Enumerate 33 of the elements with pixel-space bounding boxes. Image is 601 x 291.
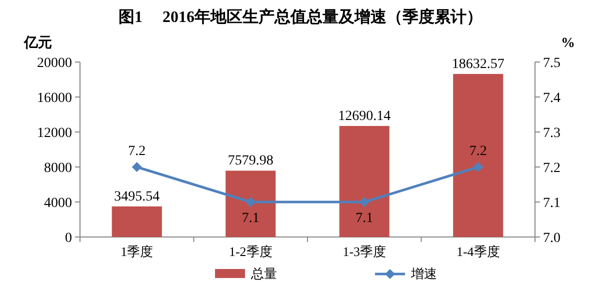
y-tick-label: 20000 [37, 56, 72, 71]
data-label: 7.2 [469, 144, 487, 159]
x-tick-label: 1-3季度 [342, 244, 386, 259]
legend-label: 增速 [410, 266, 437, 281]
data-label: 18632.57 [452, 56, 504, 72]
bar [339, 126, 390, 237]
y2-tick-label: 7.2 [543, 161, 560, 176]
bar [112, 206, 162, 237]
y2-tick-label: 7.0 [543, 231, 560, 246]
y-tick-label: 16000 [37, 91, 72, 106]
chart-title: 图1 2016年地区生产总值总量及增速（季度累计） [118, 7, 482, 26]
x-tick-label: 1-4季度 [456, 244, 500, 259]
bar [226, 170, 276, 237]
data-label: 3495.54 [114, 189, 160, 204]
data-label: 7.2 [128, 144, 146, 159]
y-tick-label: 8000 [44, 161, 72, 176]
y2-tick-label: 7.1 [543, 196, 560, 211]
x-tick-label: 1季度 [120, 244, 154, 259]
y2-tick-label: 7.4 [543, 91, 560, 106]
bar [453, 74, 504, 237]
y-tick-label: 12000 [37, 126, 72, 141]
data-label: 7.1 [356, 211, 374, 226]
data-label: 12690.14 [338, 108, 391, 124]
y-tick-label: 0 [65, 231, 72, 246]
y2-tick-label: 7.5 [543, 56, 560, 71]
y-tick-label: 4000 [44, 196, 72, 211]
data-label: 7.1 [242, 211, 260, 226]
x-tick-label: 1-2季度 [228, 244, 272, 259]
y2-tick-label: 7.3 [543, 126, 560, 141]
y2-axis-title: % [561, 36, 575, 51]
legend-label: 总量 [250, 266, 277, 281]
y-axis-title: 亿元 [23, 35, 52, 51]
data-label: 7579.98 [228, 154, 274, 169]
